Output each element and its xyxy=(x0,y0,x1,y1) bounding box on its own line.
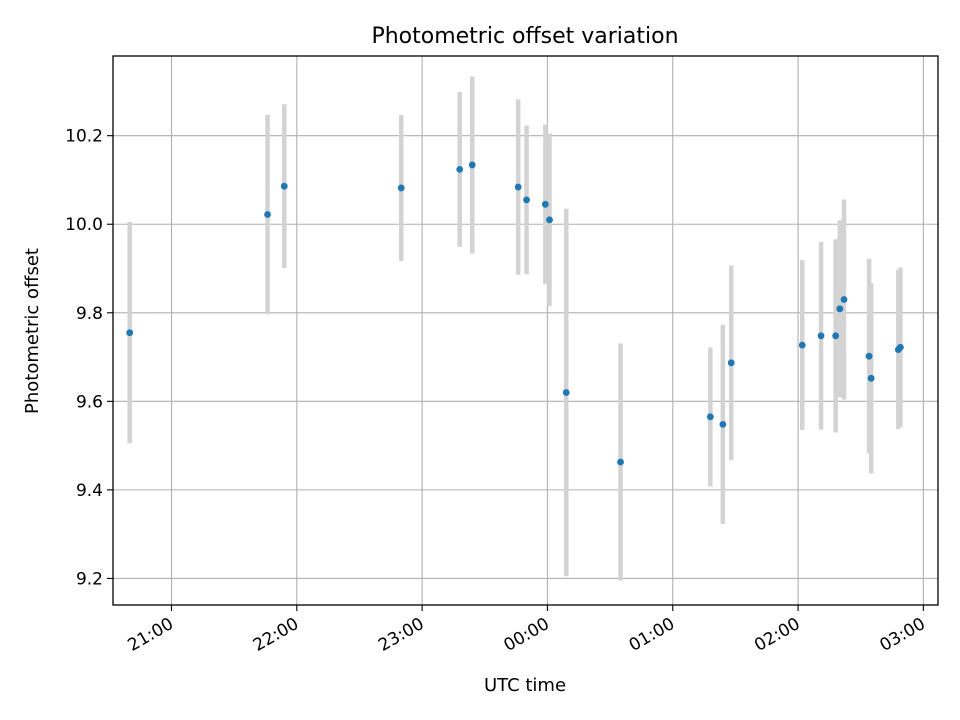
data-point xyxy=(126,329,134,337)
plot-frame xyxy=(112,55,939,606)
y-tick-label: 9.4 xyxy=(76,481,103,501)
data-point xyxy=(865,352,873,360)
data-point xyxy=(456,165,464,173)
data-point xyxy=(798,341,806,349)
data-point xyxy=(836,305,844,313)
data-point xyxy=(817,332,825,340)
data-point xyxy=(562,389,570,396)
data-point xyxy=(264,211,271,218)
x-axis: 21:00 22:00 23:00 00:00 01:00 02:00 03:00 xyxy=(125,605,929,656)
data-points xyxy=(126,161,904,466)
x-tick-label: 22:00 xyxy=(250,614,302,656)
chart-title: Photometric offset variation xyxy=(371,24,678,49)
data-point xyxy=(541,200,549,208)
data-point xyxy=(832,332,840,340)
data-point xyxy=(897,343,904,351)
data-point xyxy=(840,296,848,303)
y-tick-label: 10.0 xyxy=(65,215,103,235)
data-point xyxy=(523,196,530,204)
x-tick-label: 00:00 xyxy=(500,614,552,656)
x-tick-label: 21:00 xyxy=(125,614,177,656)
x-tick-label: 23:00 xyxy=(375,614,427,656)
x-tick-label: 01:00 xyxy=(626,614,678,656)
y-tick-label: 10.2 xyxy=(65,127,103,147)
data-point xyxy=(514,183,522,191)
data-point xyxy=(280,182,288,190)
y-axis-label: Photometric offset xyxy=(22,248,43,414)
data-point xyxy=(867,374,875,382)
data-point xyxy=(546,216,553,224)
data-point xyxy=(617,458,624,466)
data-point xyxy=(397,184,405,192)
y-tick-label: 9.2 xyxy=(76,569,103,589)
x-tick-label: 03:00 xyxy=(876,614,928,656)
data-point xyxy=(719,420,727,428)
y-tick-label: 9.6 xyxy=(76,392,103,412)
data-point xyxy=(727,359,735,367)
data-point xyxy=(706,413,714,421)
error-bars xyxy=(127,76,903,581)
data-point xyxy=(468,161,476,169)
y-tick-label: 9.8 xyxy=(76,304,103,324)
x-tick-label: 02:00 xyxy=(751,614,803,656)
y-axis: 9.2 9.4 9.6 9.8 10.0 10.2 xyxy=(65,127,113,589)
x-axis-label: UTC time xyxy=(484,675,566,696)
